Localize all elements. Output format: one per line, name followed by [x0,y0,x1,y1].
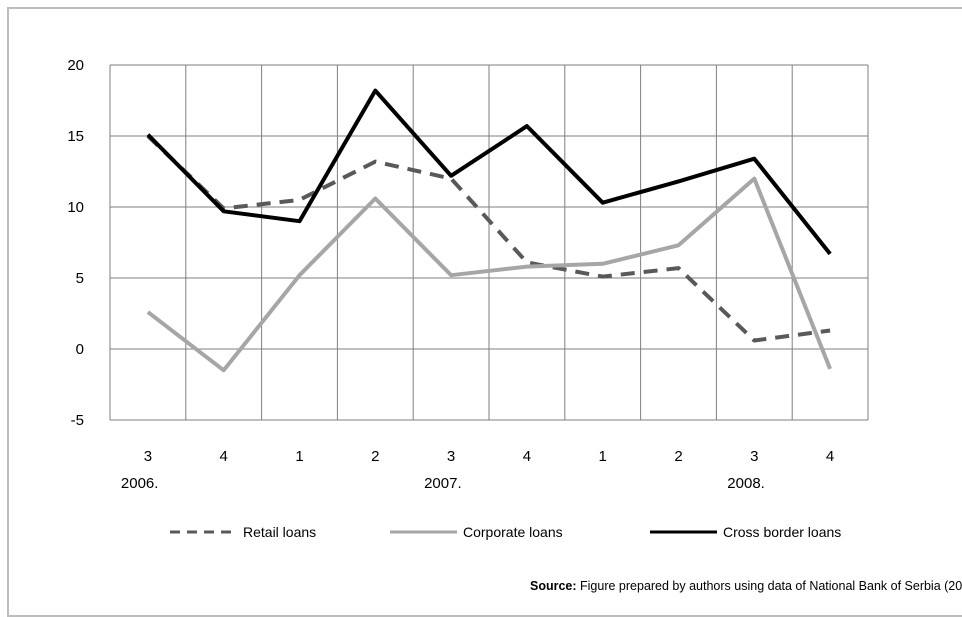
x-tick-label: 2 [371,448,379,465]
source-note: Source: Figure prepared by authors using… [530,579,962,593]
series-line-cross-border-loans [146,88,832,256]
legend-label: Cross border loans [723,524,841,540]
x-year-label: 2008. [727,475,765,492]
line-chart: 20 15 10 5 0 -5 3 4 1 2 3 4 1 2 3 4 2006. 2007. 2008. Ret… [67,57,869,540]
x-axis-tick-labels: 3 4 1 2 3 4 1 2 3 4 2006. 2007. 2008. [121,448,834,492]
y-tick-label: 15 [67,128,84,145]
x-tick-label: 3 [447,448,455,465]
x-tick-label: 4 [523,448,531,465]
source-text: Figure prepared by authors using data of… [576,579,962,593]
source-label: Source: [530,579,577,593]
x-tick-label: 4 [220,448,228,465]
series-lines [146,88,832,373]
x-tick-label: 4 [826,448,834,465]
x-year-label: 2007. [424,475,462,492]
y-axis-tick-labels: 20 15 10 5 0 -5 [67,57,84,429]
x-tick-label: 3 [144,448,152,465]
y-tick-label: 0 [76,341,84,358]
x-tick-label: 2 [674,448,682,465]
grid-lines [109,64,869,421]
x-year-label: 2006. [121,475,159,492]
y-tick-label: 10 [67,199,84,216]
series-line-corporate-loans [146,176,832,373]
y-tick-label: 5 [76,270,84,287]
y-tick-label: -5 [71,412,84,429]
y-tick-label: 20 [67,57,84,74]
legend-label: Retail loans [243,524,316,540]
legend-label: Corporate loans [463,524,563,540]
x-tick-label: 1 [295,448,303,465]
x-tick-label: 3 [750,448,758,465]
legend: Retail loans Corporate loans Cross border … [170,524,841,540]
series-line-retail-loans [146,134,831,343]
x-tick-label: 1 [599,448,607,465]
